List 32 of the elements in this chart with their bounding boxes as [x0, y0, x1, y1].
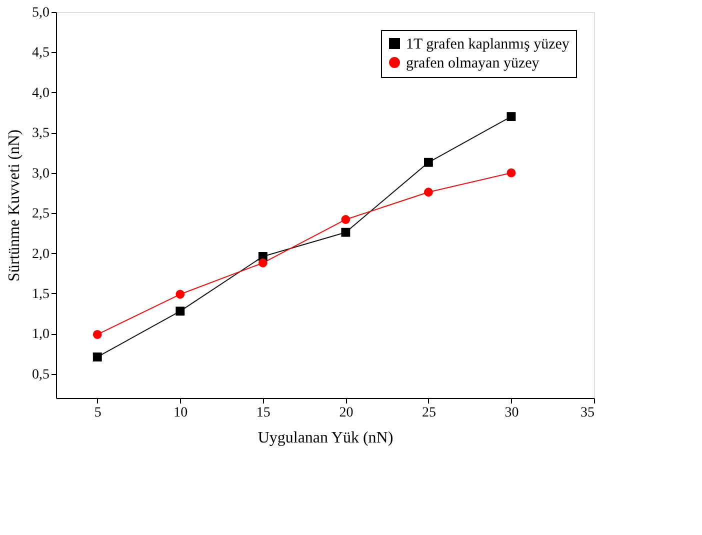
x-tick-label: 30: [504, 406, 519, 420]
y-tick-label: 0,5: [32, 367, 50, 382]
y-tick-label: 2,5: [32, 206, 50, 222]
point: [341, 215, 350, 224]
x-tick-label: 15: [256, 406, 270, 420]
y-tick-label: 5,0: [32, 6, 50, 20]
y-tick-label: 4,5: [32, 46, 50, 61]
legend-label: grafen olmayan yüzey: [406, 56, 540, 72]
point: [341, 228, 350, 237]
point: [258, 258, 268, 268]
x-tick-label: 20: [339, 406, 354, 420]
point: [424, 188, 433, 197]
point: [176, 306, 185, 316]
y-tick-label: 4,0: [32, 86, 50, 101]
point: [424, 158, 433, 167]
y-tick-label: 3,0: [32, 166, 50, 182]
point: [506, 112, 516, 122]
y-axis-title: Sürtünme Kuvveti (nN): [6, 130, 23, 282]
point: [176, 290, 185, 299]
point: [92, 352, 102, 362]
x-tick-label: 5: [94, 406, 102, 420]
y-tick-label: 1,0: [32, 327, 50, 342]
x-tick-label: 35: [580, 406, 594, 420]
y-tick-label: 1,5: [32, 286, 50, 302]
legend-label: 1T grafen kaplanmış yüzey: [406, 36, 570, 52]
point: [506, 168, 516, 178]
y-tick-label: 2,0: [32, 246, 50, 262]
x-tick-label: 10: [174, 406, 188, 420]
point: [92, 330, 102, 339]
x-axis-title: Uygulanan Yük (nN): [258, 430, 394, 446]
y-tick-label: 3,5: [32, 126, 50, 142]
x-tick-label: 25: [422, 406, 436, 420]
